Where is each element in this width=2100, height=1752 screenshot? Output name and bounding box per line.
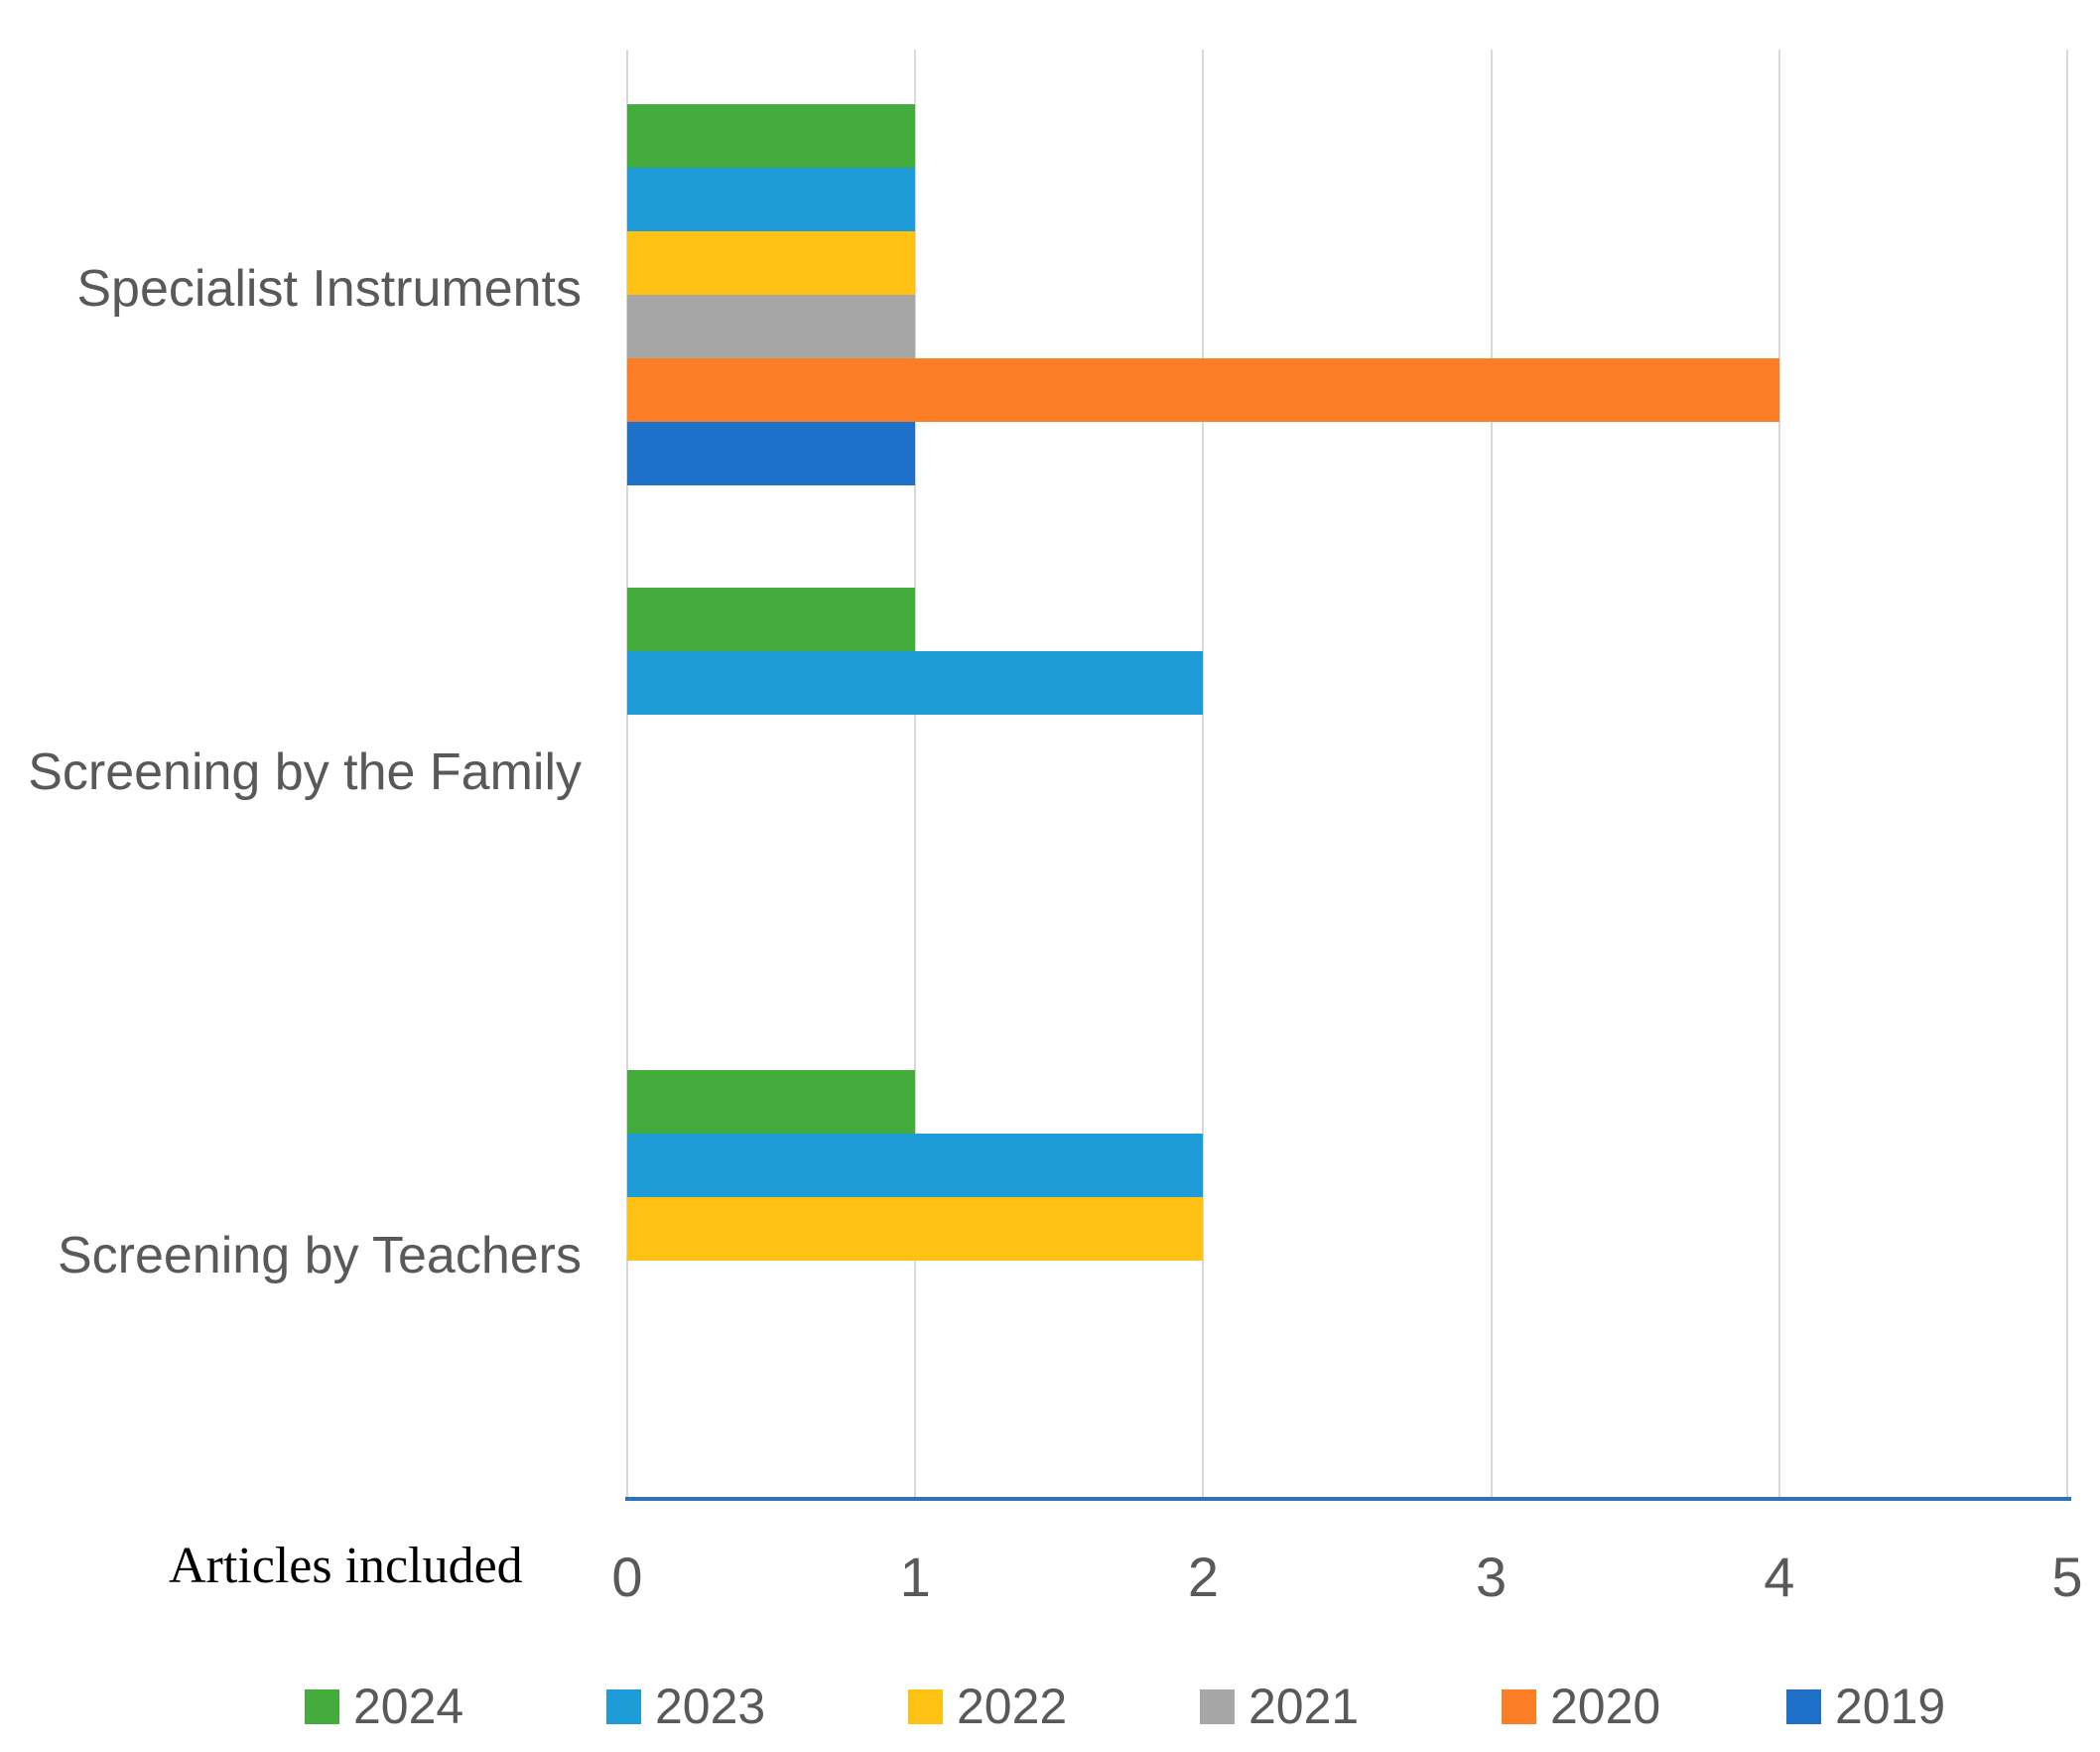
x-tick-label-5: 5 <box>2051 1546 2083 1608</box>
legend-label-2021: 2021 <box>1248 1679 1360 1734</box>
bar-2024-screening-by-the-family <box>627 587 916 651</box>
legend-label-2020: 2020 <box>1550 1679 1661 1734</box>
x-tick-label-0: 0 <box>611 1546 643 1608</box>
bar-2019-specialist-instruments <box>627 421 916 485</box>
bar-2022-screening-by-teachers <box>627 1197 1204 1262</box>
bar-2023-specialist-instruments <box>627 167 916 231</box>
legend-item-2024: 2024 <box>305 1678 463 1735</box>
category-label-specialist-instruments: Specialist Instruments <box>76 260 582 319</box>
legend-swatch-2020 <box>1502 1688 1536 1724</box>
bar-2023-screening-by-teachers <box>627 1134 1204 1198</box>
gridline-x-0 <box>626 50 628 1499</box>
legend-item-2023: 2023 <box>606 1678 765 1735</box>
bar-2021-specialist-instruments <box>627 294 916 358</box>
legend-swatch-2019 <box>1786 1688 1821 1724</box>
bar-2024-specialist-instruments <box>627 103 916 168</box>
bar-2023-screening-by-the-family <box>627 650 1204 715</box>
gridline-x-1 <box>914 50 917 1499</box>
x-tick-label-4: 4 <box>1764 1546 1795 1608</box>
legend-label-2023: 2023 <box>655 1679 766 1734</box>
gridline-x-3 <box>1490 50 1493 1499</box>
bar-2024-screening-by-teachers <box>627 1070 916 1135</box>
x-axis-line <box>625 1497 2071 1501</box>
x-axis-title: Articles included <box>169 1538 523 1594</box>
x-tick-label-3: 3 <box>1476 1546 1508 1608</box>
gridline-x-2 <box>1202 50 1205 1499</box>
gridline-x-5 <box>2066 50 2068 1499</box>
bar-2022-specialist-instruments <box>627 230 916 295</box>
category-label-screening-by-the-family: Screening by the Family <box>28 743 582 801</box>
x-tick-label-2: 2 <box>1187 1546 1219 1608</box>
legend-swatch-2021 <box>1200 1688 1235 1724</box>
legend-item-2022: 2022 <box>908 1678 1067 1735</box>
legend-label-2022: 2022 <box>957 1679 1068 1734</box>
bar-2020-specialist-instruments <box>627 357 1779 422</box>
legend-item-2021: 2021 <box>1200 1678 1359 1735</box>
gridline-x-4 <box>1777 50 1780 1499</box>
legend-label-2019: 2019 <box>1835 1679 1946 1734</box>
legend-item-2019: 2019 <box>1786 1678 1945 1735</box>
legend-label-2024: 2024 <box>353 1679 464 1734</box>
legend-item-2020: 2020 <box>1502 1678 1660 1735</box>
legend-swatch-2023 <box>606 1688 641 1724</box>
legend-swatch-2024 <box>305 1688 339 1724</box>
legend-swatch-2022 <box>908 1688 943 1724</box>
category-label-screening-by-teachers: Screening by Teachers <box>57 1226 582 1284</box>
x-tick-label-1: 1 <box>899 1546 931 1608</box>
